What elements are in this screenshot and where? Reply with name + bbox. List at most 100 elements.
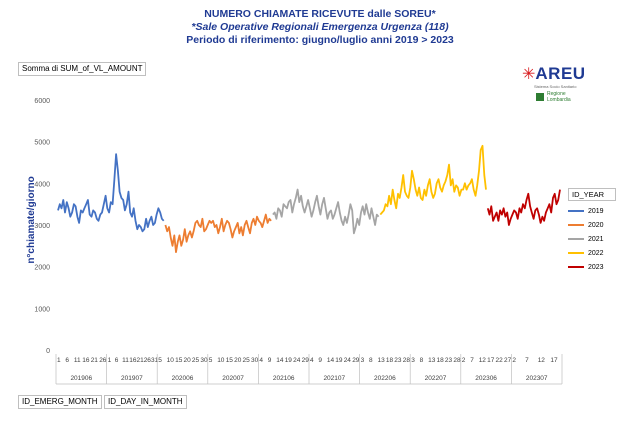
x-tick-label: 4 <box>310 357 314 364</box>
x-tick-label: 18 <box>437 357 445 364</box>
x-tick-label: 21 <box>137 357 145 364</box>
x-tick-label: 7 <box>525 357 529 364</box>
logo-wordmark: ✳AREU <box>522 64 586 83</box>
x-tick-label: 30 <box>251 357 259 364</box>
x-tick-label: 1 <box>108 357 112 364</box>
x-tick-label: 11 <box>74 357 81 364</box>
x-tick-label: 24 <box>344 357 352 364</box>
x-tick-label: 23 <box>394 357 402 364</box>
x-tick-label: 3 <box>411 357 415 364</box>
series-line-2023 <box>486 189 561 226</box>
legend-label: 2021 <box>588 235 604 243</box>
legend-field-button[interactable]: ID_YEAR <box>568 188 616 201</box>
pivot-row-field-month-button[interactable]: ID_EMERG_MONTH <box>18 395 102 409</box>
legend-item-2022: 2022 <box>568 246 624 260</box>
x-tick-label: 21 <box>91 357 99 364</box>
x-tick-label: 25 <box>243 357 251 364</box>
x-tick-label: 24 <box>293 357 301 364</box>
x-tick-label: 17 <box>487 357 495 364</box>
x-month-group-label: 202007 <box>222 375 244 382</box>
x-month-group-label: 202206 <box>374 375 396 382</box>
y-tick-label: 5000 <box>34 140 50 147</box>
chart-period: Periodo di riferimento: giugno/luglio an… <box>186 34 454 46</box>
y-tick-label: 2000 <box>34 265 50 272</box>
legend-swatch <box>568 209 584 213</box>
x-tick-label: 14 <box>327 357 335 364</box>
y-axis-label: n°chiamate/giorno <box>26 176 37 263</box>
y-tick-label: 6000 <box>34 98 50 105</box>
legend-items: 2019 2020 2021 2022 2023 <box>568 204 624 274</box>
legend-item-2021: 2021 <box>568 232 624 246</box>
x-tick-label: 26 <box>144 357 152 364</box>
x-tick-label: 31 <box>151 357 159 364</box>
x-tick-label: 10 <box>167 357 175 364</box>
x-month-group-label: 201907 <box>121 375 143 382</box>
series-line-2020 <box>164 213 272 253</box>
x-month-group-label: 202006 <box>172 375 194 382</box>
x-tick-label: 4 <box>259 357 263 364</box>
x-tick-label: 28 <box>453 357 461 364</box>
logo-subtitle: Sistema Socio Sanitario <box>534 84 577 89</box>
x-tick-label: 8 <box>369 357 373 364</box>
x-tick-label: 17 <box>550 357 558 364</box>
series-line-2021 <box>272 188 380 235</box>
x-tick-label: 5 <box>209 357 213 364</box>
x-tick-label: 5 <box>158 357 162 364</box>
x-tick-label: 12 <box>479 357 487 364</box>
x-month-group-label: 201906 <box>70 375 92 382</box>
series-lines <box>57 144 561 253</box>
x-tick-label: 1 <box>57 357 61 364</box>
x-tick-label: 12 <box>538 357 546 364</box>
x-tick-label: 19 <box>285 357 293 364</box>
x-tick-label: 28 <box>403 357 411 364</box>
legend: ID_YEAR 2019 2020 2021 2022 2023 <box>568 188 624 274</box>
x-tick-label: 13 <box>378 357 386 364</box>
x-tick-label: 15 <box>175 357 183 364</box>
chart-title-block: NUMERO CHIAMATE RICEVUTE dalle SOREU* *S… <box>0 8 640 47</box>
region-logo: Regione Lombardia <box>536 91 590 103</box>
x-tick-label: 10 <box>217 357 225 364</box>
y-tick-label: 4000 <box>34 181 50 188</box>
region-emblem-icon <box>536 93 544 101</box>
x-tick-label: 2 <box>462 357 466 364</box>
legend-item-2020: 2020 <box>568 218 624 232</box>
chart-title: NUMERO CHIAMATE RICEVUTE dalle SOREU* <box>204 8 436 20</box>
x-tick-label: 2 <box>512 357 516 364</box>
x-tick-label: 7 <box>470 357 474 364</box>
x-tick-label: 29 <box>302 357 310 364</box>
areu-logo: ✳AREU Sistema Socio Sanitario Regione Lo… <box>522 64 590 108</box>
x-tick-label: 16 <box>82 357 90 364</box>
x-tick-label: 18 <box>386 357 394 364</box>
x-tick-label: 15 <box>226 357 234 364</box>
pivot-row-field-day-button[interactable]: ID_DAY_IN_MONTH <box>104 395 187 409</box>
legend-swatch <box>568 223 584 227</box>
x-tick-label: 23 <box>445 357 453 364</box>
x-month-group-label: 202107 <box>323 375 345 382</box>
legend-label: 2020 <box>588 221 604 229</box>
pivot-value-field-button[interactable]: Somma di SUM_of_VL_AMOUNT <box>18 62 147 76</box>
x-tick-label: 22 <box>496 357 504 364</box>
x-tick-label: 26 <box>99 357 107 364</box>
x-tick-label: 19 <box>335 357 343 364</box>
x-month-group-label: 202207 <box>425 375 447 382</box>
legend-swatch <box>568 265 584 269</box>
legend-label: 2019 <box>588 207 604 215</box>
legend-swatch <box>568 237 584 241</box>
x-tick-label: 11 <box>122 357 129 364</box>
x-tick-label: 20 <box>184 357 192 364</box>
y-axis-ticks: 0 1000 2000 3000 4000 5000 6000 <box>34 98 50 355</box>
legend-label: 2022 <box>588 249 604 257</box>
x-month-group-label: 202306 <box>475 375 497 382</box>
x-tick-label: 13 <box>428 357 436 364</box>
x-tick-label: 6 <box>65 357 69 364</box>
legend-label: 2023 <box>588 263 604 271</box>
x-tick-label: 20 <box>234 357 242 364</box>
x-tick-label: 6 <box>115 357 119 364</box>
legend-item-2019: 2019 <box>568 204 624 218</box>
legend-swatch <box>568 251 584 255</box>
x-tick-label: 25 <box>192 357 200 364</box>
x-month-group-label: 202307 <box>526 375 548 382</box>
x-month-group-label: 202106 <box>273 375 295 382</box>
y-tick-label: 0 <box>46 348 50 355</box>
